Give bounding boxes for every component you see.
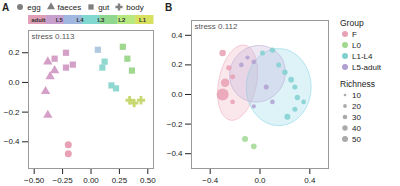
html-text:30: 30 (352, 112, 361, 122)
svg-text:0.0: 0.0 (254, 176, 266, 185)
html-text:Richness: Richness (340, 79, 375, 89)
svg-text:0.2: 0.2 (8, 48, 20, 57)
svg-text:−0.25: −0.25 (52, 176, 73, 185)
svg-text:L5: L5 (56, 17, 64, 23)
svg-text:0.50: 0.50 (140, 176, 156, 185)
html-text:10: 10 (352, 90, 361, 100)
svg-text:0.4: 0.4 (171, 31, 183, 40)
html-text:F: F (352, 29, 357, 39)
html-text:L0: L0 (352, 40, 361, 50)
svg-text:adult: adult (31, 17, 45, 23)
svg-text:stress 0.112: stress 0.112 (195, 22, 239, 31)
html-text:A: A (2, 1, 10, 13)
svg-text:0.0: 0.0 (8, 78, 20, 87)
html-text:L5-adult: L5-adult (352, 62, 381, 72)
svg-text:−0.2: −0.2 (167, 120, 183, 129)
svg-text:0.25: 0.25 (112, 176, 128, 185)
svg-text:L3: L3 (97, 17, 105, 23)
html-text:body: body (126, 2, 144, 12)
html-text:20: 20 (352, 101, 361, 111)
html-text:gut: gut (98, 2, 110, 12)
svg-text:0.0: 0.0 (171, 90, 183, 99)
html-text:Group: Group (340, 18, 364, 28)
svg-text:−0.50: −0.50 (24, 176, 45, 185)
svg-text:0.4: 0.4 (304, 176, 316, 185)
html-text:L1-L4: L1-L4 (352, 51, 373, 61)
svg-text:L1: L1 (139, 17, 147, 23)
html-text:B: B (165, 1, 173, 13)
svg-text:0.00: 0.00 (83, 176, 99, 185)
svg-text:−0.4: −0.4 (167, 149, 183, 158)
svg-text:0.2: 0.2 (171, 60, 183, 69)
html-text:egg: egg (27, 2, 41, 12)
svg-text:−0.4: −0.4 (202, 176, 218, 185)
svg-text:L2: L2 (118, 17, 126, 23)
html-text:50: 50 (352, 134, 361, 144)
html-text:faeces: faeces (57, 2, 82, 12)
svg-text:−0.2: −0.2 (4, 108, 20, 117)
svg-text:−0.4: −0.4 (4, 137, 20, 146)
html-text:40: 40 (352, 123, 361, 133)
svg-text:stress 0.113: stress 0.113 (32, 32, 76, 41)
svg-text:L4: L4 (77, 17, 85, 23)
